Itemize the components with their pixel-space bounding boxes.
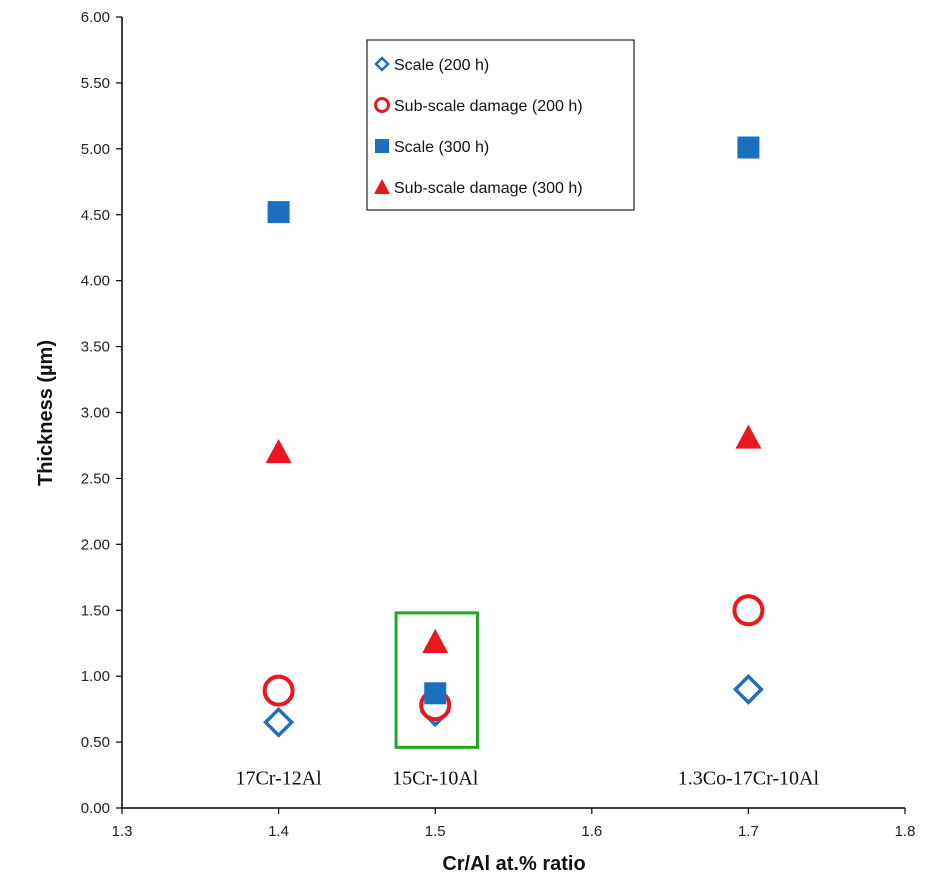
axes: 0.00 0.50 1.00 1.50 2.00 2.50 3.00 3.50 4.00 4.50…	[81, 9, 916, 840]
data-point-diamond-open	[732, 673, 764, 705]
legend-label: Sub-scale damage (200 h)	[394, 98, 583, 115]
data-point-triangle-filled	[265, 439, 292, 464]
data-point-square-filled	[737, 136, 760, 159]
data-point-diamond-open	[263, 706, 295, 738]
data-point-circle-open	[262, 674, 295, 707]
legend-box	[366, 39, 635, 211]
highlight-rectangle	[394, 611, 479, 749]
x-axis-title: Cr/Al at.% ratio	[442, 853, 585, 875]
y-axis-title: Thickness (µm)	[35, 340, 57, 486]
data-point-square-filled	[424, 682, 447, 705]
data-point-triangle-filled	[735, 424, 762, 449]
x-tick-label: 1.5	[425, 823, 446, 840]
y-tick-label: 2.00	[81, 536, 110, 553]
legend-marker	[374, 97, 390, 113]
alloy-label: 17Cr-12Al	[235, 767, 322, 789]
data-point-triangle-filled	[422, 628, 449, 653]
y-tick-label: 1.00	[81, 668, 110, 685]
y-tick-label: 6.00	[81, 9, 110, 26]
x-tick-label: 1.6	[581, 823, 602, 840]
y-tick-label: 5.50	[81, 75, 110, 92]
y-tick-label: 3.00	[81, 405, 110, 422]
y-tick-label: 0.00	[81, 800, 110, 817]
legend-label: Scale (200 h)	[394, 57, 489, 74]
legend-marker	[374, 179, 390, 194]
x-tick-label: 1.8	[895, 823, 916, 840]
y-tick-label: 5.00	[81, 141, 110, 158]
annotations: 17Cr-12Al 15Cr-10Al 1.3Co-17Cr-10Al	[235, 767, 819, 789]
x-tick-label: 1.4	[268, 823, 289, 840]
x-tick-label: 1.7	[738, 823, 759, 840]
data-point-square-filled	[267, 201, 290, 224]
data-points	[262, 136, 765, 738]
y-tick-label: 1.50	[81, 602, 110, 619]
data-point-circle-open	[732, 594, 765, 627]
y-tick-label: 4.00	[81, 273, 110, 290]
alloy-label: 1.3Co-17Cr-10Al	[678, 767, 820, 789]
y-tick-label: 4.50	[81, 207, 110, 224]
alloy-label: 15Cr-10Al	[392, 767, 479, 789]
legend: Scale (200 h) Sub-scale damage (200 h) Sca…	[366, 39, 635, 211]
highlight-box	[394, 611, 479, 749]
legend-marker	[374, 56, 390, 72]
legend-label: Scale (300 h)	[394, 139, 489, 156]
y-tick-label: 3.50	[81, 339, 110, 356]
legend-marker	[375, 139, 389, 153]
y-tick-label: 0.50	[81, 734, 110, 751]
legend-label: Sub-scale damage (300 h)	[394, 180, 583, 197]
y-tick-label: 2.50	[81, 470, 110, 487]
x-tick-label: 1.3	[112, 823, 133, 840]
